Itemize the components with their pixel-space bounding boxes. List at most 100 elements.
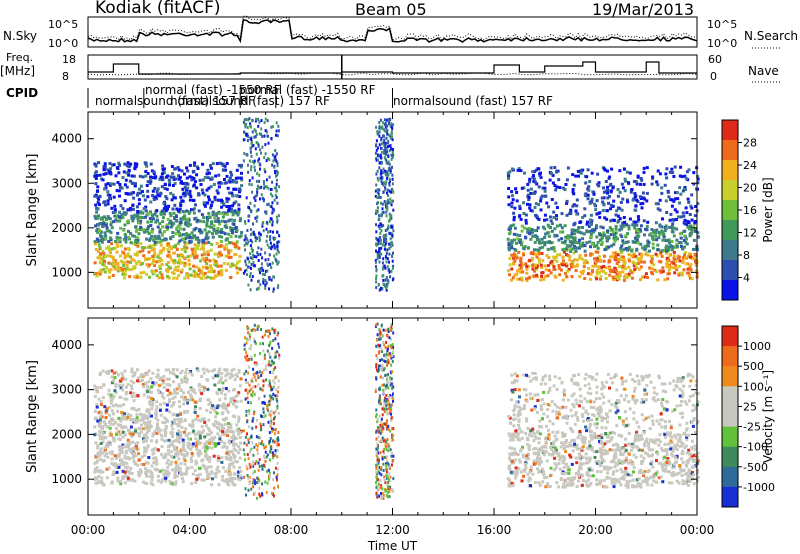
echo-cell [632,269,636,273]
sparse-echo-cell [264,170,267,174]
echo-cell [159,403,162,407]
echo-cell [662,235,666,239]
echo-cell [685,211,689,215]
echo-cell [537,481,541,485]
echo-cell [530,258,534,262]
echo-cell [145,439,149,443]
echo-cell [650,235,654,239]
echo-cell [196,439,200,443]
echo-cell [205,262,209,266]
echo-cell [546,247,550,251]
sparse-echo-cell [253,255,256,258]
echo-cell [512,223,516,227]
echo-cell [182,256,186,260]
echo-cell [220,456,224,460]
echo-cell [171,413,175,417]
echo-cell [537,240,541,244]
sparse-echo-cell [265,281,268,285]
echo-cell [197,275,201,278]
sparse-echo-cell [389,179,391,183]
echo-cell [116,167,120,170]
echo-cell [136,244,140,248]
echo-cell [199,231,203,235]
echo-cell [112,163,116,167]
sparse-echo-cell [243,238,246,242]
echo-cell [198,472,202,476]
echo-cell [135,162,139,166]
echo-cell [175,453,179,457]
echo-cell [137,407,141,411]
echo-cell [665,249,669,253]
echo-cell [173,182,177,186]
sparse-echo-cell [380,150,383,154]
echo-cell [608,273,612,277]
echo-cell [181,447,184,451]
echo-cell [610,269,614,273]
sparse-echo-cell [385,252,388,255]
colorbar-tick-label: 12 [743,227,757,240]
echo-cell [150,213,154,217]
sparse-echo-cell [253,204,256,208]
echo-cell [688,266,692,270]
echo-cell [577,174,580,178]
echo-cell [188,198,192,202]
sparse-echo-cell [259,271,261,275]
echo-cell [234,211,238,215]
echo-cell [514,253,518,257]
echo-cell [552,267,556,271]
sparse-echo-cell [263,182,265,186]
echo-cell [532,179,536,183]
echo-cell [614,213,618,217]
echo-cell [634,262,638,266]
colorbar-swatch [722,240,738,261]
sparse-echo-cell [266,234,269,238]
echo-cell [541,245,545,249]
echo-cell [631,198,635,202]
echo-cell [581,168,585,172]
echo-cell [647,240,651,244]
echo-cell [223,406,227,410]
echo-cell [123,416,127,420]
echo-cell [573,241,577,245]
echo-cell [232,396,236,400]
echo-cell [679,467,683,471]
sparse-echo-cell [248,179,251,183]
echo-cell [164,195,168,199]
echo-cell [98,203,101,207]
echo-cell [591,252,595,256]
echo-cell [535,264,539,268]
sparse-echo-cell [271,261,274,265]
echo-cell [118,433,122,437]
echo-cell [215,391,219,395]
echo-cell [124,269,127,273]
echo-cell [126,438,130,442]
echo-cell [595,272,599,276]
echo-cell [187,212,191,215]
echo-cell [193,234,197,238]
echo-cell [173,203,177,207]
echo-cell [238,466,242,470]
echo-cell [205,234,209,237]
echo-cell [160,434,164,438]
sparse-echo-cell [385,233,388,237]
echo-cell [553,166,557,169]
echo-cell [583,193,587,197]
echo-cell [205,222,209,225]
echo-cell [632,470,635,474]
echo-cell [135,416,139,420]
echo-cell [146,469,150,473]
echo-cell [606,191,610,195]
echo-cell [206,275,210,279]
echo-cell [106,182,110,186]
echo-cell [114,239,118,243]
echo-cell [215,189,219,193]
echo-cell [221,427,225,431]
echo-cell [681,211,685,215]
y-tick-label: 2000 [51,221,82,235]
echo-cell [118,219,122,223]
sparse-echo-cell [381,243,384,247]
sparse-echo-cell [258,120,261,124]
echo-cell [677,215,680,219]
echo-cell [210,225,214,229]
echo-cell [132,446,136,450]
